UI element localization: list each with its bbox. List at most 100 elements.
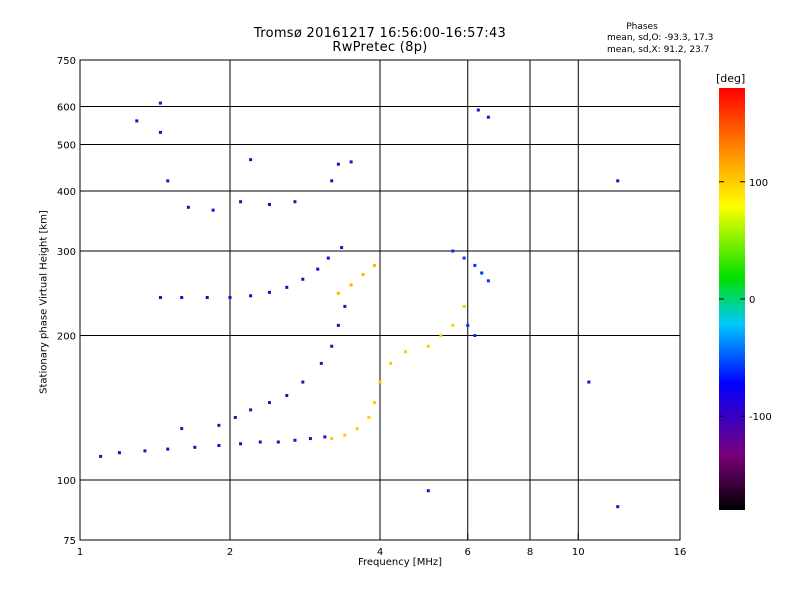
- data-point: [143, 449, 147, 453]
- data-point: [343, 433, 347, 437]
- data-point: [158, 101, 162, 105]
- data-point: [135, 119, 139, 123]
- data-point: [330, 344, 334, 348]
- axis-ticks: 1 2 4 6 8 10 16 75 100 200 300 400 500 600 750: [57, 56, 686, 558]
- data-point: [158, 296, 162, 300]
- data-point: [373, 401, 377, 405]
- data-point: [389, 361, 393, 365]
- data-point: [249, 408, 253, 412]
- data-point: [367, 415, 371, 419]
- y-tick-label: 750: [57, 56, 76, 67]
- x-tick-label: 16: [674, 547, 687, 558]
- data-point: [293, 438, 297, 442]
- data-point: [373, 263, 377, 267]
- data-point: [217, 444, 221, 448]
- data-point: [285, 394, 289, 398]
- data-point: [249, 294, 253, 298]
- data-point: [276, 440, 280, 444]
- data-point: [480, 271, 484, 275]
- x-tick-label: 6: [465, 547, 471, 558]
- grid-lines: [80, 60, 680, 540]
- y-tick-label: 300: [57, 247, 76, 258]
- data-point: [301, 277, 305, 281]
- data-point: [239, 442, 243, 446]
- data-point: [451, 249, 455, 253]
- colorbar-tick-label: 100: [749, 178, 768, 189]
- data-points: [99, 101, 620, 509]
- y-tick-label: 75: [63, 536, 76, 547]
- data-point: [180, 296, 184, 300]
- data-point: [285, 285, 289, 289]
- data-point: [330, 179, 334, 183]
- data-point: [267, 290, 271, 294]
- data-point: [166, 447, 170, 451]
- data-point: [451, 323, 455, 327]
- data-point: [426, 489, 430, 493]
- data-point: [473, 334, 477, 338]
- data-point: [117, 451, 121, 455]
- x-axis-label: Frequency [MHz]: [357, 557, 443, 568]
- data-point: [267, 202, 271, 206]
- data-point: [330, 437, 334, 441]
- data-point: [340, 246, 344, 250]
- data-point: [308, 437, 312, 441]
- y-tick-label: 500: [57, 141, 76, 152]
- data-point: [233, 415, 237, 419]
- data-point: [426, 344, 430, 348]
- data-point: [193, 445, 197, 449]
- data-point: [349, 283, 353, 287]
- colorbar-tick-label: -100: [749, 412, 772, 423]
- phases-title: Phases: [626, 22, 658, 32]
- data-point: [258, 440, 262, 444]
- phases-x-mode: mean, sd,X: 91.2, 23.7: [607, 45, 710, 55]
- data-point: [228, 296, 232, 300]
- data-point: [99, 454, 103, 458]
- x-tick-label: 4: [377, 547, 383, 558]
- data-point: [316, 267, 320, 271]
- data-point: [249, 158, 253, 162]
- data-point: [616, 179, 620, 183]
- data-point: [319, 361, 323, 365]
- data-point: [217, 423, 221, 427]
- data-point: [476, 108, 480, 112]
- data-point: [616, 505, 620, 509]
- data-point: [211, 208, 215, 212]
- data-point: [355, 427, 359, 431]
- data-point: [205, 296, 209, 300]
- data-point: [336, 162, 340, 166]
- data-point: [486, 115, 490, 119]
- data-point: [301, 380, 305, 384]
- data-point: [180, 427, 184, 431]
- data-point: [336, 323, 340, 327]
- data-point: [349, 160, 353, 164]
- data-point: [166, 179, 170, 183]
- data-point: [439, 334, 443, 338]
- y-tick-label: 100: [57, 476, 76, 487]
- x-tick-label: 8: [527, 547, 533, 558]
- colorbar-ticks: 100 0 -100: [719, 178, 772, 423]
- data-point: [323, 435, 327, 439]
- data-point: [462, 304, 466, 308]
- data-point: [343, 304, 347, 308]
- data-point: [186, 205, 190, 209]
- data-point: [158, 130, 162, 134]
- y-tick-label: 200: [57, 332, 76, 343]
- y-tick-label: 600: [57, 103, 76, 114]
- data-point: [462, 256, 466, 260]
- data-point: [267, 401, 271, 405]
- data-point: [361, 273, 365, 277]
- data-point: [587, 380, 591, 384]
- colorbar-tick-label: 0: [749, 295, 755, 306]
- data-point: [473, 263, 477, 267]
- data-point: [486, 279, 490, 283]
- y-tick-label: 400: [57, 187, 76, 198]
- data-point: [403, 350, 407, 354]
- colorbar-unit-label: [deg]: [716, 72, 746, 85]
- data-point: [378, 380, 382, 384]
- data-point: [239, 200, 243, 204]
- x-tick-label: 10: [572, 547, 585, 558]
- data-point: [326, 256, 330, 260]
- x-tick-label: 1: [77, 547, 83, 558]
- data-point: [336, 291, 340, 295]
